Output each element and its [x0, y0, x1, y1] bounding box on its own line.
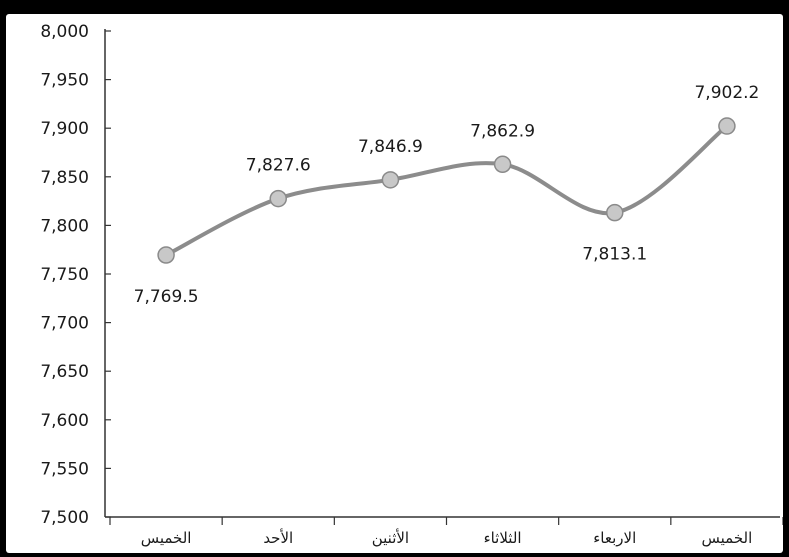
x-category-label: الخميس [702, 529, 753, 547]
data-point [381, 171, 400, 189]
y-tick-label: 7,750 [40, 265, 89, 285]
y-tick-label: 7,550 [40, 459, 89, 479]
y-ticks: 7,500 7,550 7,600 7,650 7,700 7,750 7,800 7,850… [40, 22, 111, 528]
series-line [164, 124, 729, 258]
y-tick-label: 7,800 [40, 216, 89, 236]
data-label: 7,769.5 [134, 287, 199, 307]
data-label: 7,862.9 [470, 121, 535, 141]
data-point [718, 117, 736, 135]
line-chart: 7,500 7,550 7,600 7,650 7,700 7,750 7,800 7,850… [40, 22, 783, 547]
data-label: 7,813.1 [582, 245, 647, 265]
data-labels: 7,769.5 7,827.6 7,846.9 7,862.9 7,813.1 7,902… [134, 83, 760, 307]
y-tick-label: 7,500 [40, 508, 89, 528]
series [157, 117, 736, 264]
y-tick-label: 7,950 [40, 71, 89, 91]
data-point [157, 246, 175, 264]
x-category-label: الاربعاء [593, 529, 636, 547]
x-category-label: الخميس [141, 529, 192, 547]
data-label: 7,827.6 [246, 156, 311, 176]
data-point [606, 203, 624, 222]
data-label: 7,902.2 [694, 83, 759, 103]
data-label: 7,846.9 [358, 137, 423, 157]
y-tick-label: 8,000 [40, 22, 89, 42]
chart-panel: 7,500 7,550 7,600 7,650 7,700 7,750 7,800 7,850… [6, 14, 783, 553]
y-tick-label: 7,900 [40, 119, 89, 139]
axes [104, 29, 780, 518]
y-tick-label: 7,650 [40, 362, 89, 382]
y-tick-label: 7,600 [40, 411, 89, 431]
data-point [493, 155, 512, 174]
data-point [269, 189, 287, 208]
y-tick-label: 7,700 [40, 314, 89, 334]
y-tick-label: 7,850 [40, 168, 89, 188]
x-category-label: الأحد [263, 528, 293, 547]
x-category-label: الأثنين [372, 528, 409, 547]
x-categories: الخميس الأحد الأثنين الثلاثاء الاربعاء الخميس [109, 517, 783, 547]
x-category-label: الثلاثاء [484, 529, 522, 547]
